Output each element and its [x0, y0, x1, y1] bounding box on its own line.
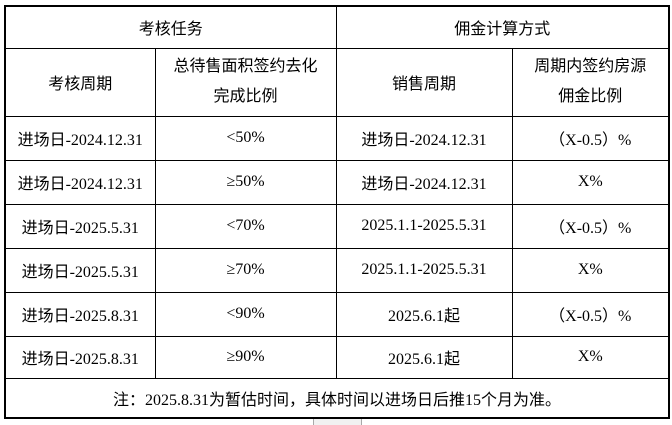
- table-cell: 2025.6.1起: [335, 291, 513, 337]
- table-cell: 进场日-2025.5.31: [4, 203, 156, 249]
- table-cell: （X-0.5）%: [511, 291, 670, 337]
- table-cell: ≥50%: [154, 159, 337, 205]
- commission-method-header: 佣金计算方式: [335, 5, 670, 49]
- table-header-group-row: 考核任务 佣金计算方式: [4, 5, 670, 49]
- table-cell: 进场日-2024.12.31: [335, 159, 513, 205]
- table-cell: 进场日-2025.8.31: [4, 291, 156, 337]
- table-row: 进场日-2024.12.31 ≥50% 进场日-2024.12.31 X%: [4, 159, 670, 205]
- table-subheader-row: 考核周期 总待售面积签约去化 完成比例 销售周期 周期内签约房源 佣金比例: [4, 47, 670, 117]
- table-cell: 进场日-2024.12.31: [335, 115, 513, 161]
- table-cell: X%: [511, 159, 670, 205]
- footnote-text: 注：2025.8.31为暂估时间，具体时间以进场日后推15个月为准。: [4, 377, 670, 419]
- commission-rate-subheader: 周期内签约房源 佣金比例: [511, 47, 670, 117]
- table-cell: ≥70%: [154, 247, 337, 293]
- table-row: 进场日-2025.5.31 <70% 2025.1.1-2025.5.31 （X…: [4, 203, 670, 249]
- table-row: 进场日-2024.12.31 <50% 进场日-2024.12.31 （X-0.…: [4, 115, 670, 161]
- table-cell: 2025.6.1起: [335, 335, 513, 379]
- table-row: 进场日-2025.8.31 ≥90% 2025.6.1起 X%: [4, 335, 670, 379]
- note-row: 注：2025.8.31为暂估时间，具体时间以进场日后推15个月为准。: [4, 377, 670, 419]
- horizontal-scrollbar-thumb[interactable]: [313, 419, 362, 425]
- assessment-period-subheader: 考核周期: [4, 47, 156, 117]
- table-cell: X%: [511, 247, 670, 293]
- table-cell: X%: [511, 335, 670, 379]
- table-cell: 进场日-2024.12.31: [4, 115, 156, 161]
- table-cell: 2025.1.1-2025.5.31: [335, 247, 513, 293]
- table-cell: 2025.1.1-2025.5.31: [335, 203, 513, 249]
- table-cell: <70%: [154, 203, 337, 249]
- table-cell: （X-0.5）%: [511, 115, 670, 161]
- sales-period-subheader: 销售周期: [335, 47, 513, 117]
- table-row: 进场日-2025.5.31 ≥70% 2025.1.1-2025.5.31 X%: [4, 247, 670, 293]
- completion-ratio-subheader: 总待售面积签约去化 完成比例: [154, 47, 337, 117]
- commission-table: 考核任务 佣金计算方式 考核周期 总待售面积签约去化 完成比例 销售周期 周期内…: [4, 5, 671, 419]
- table-cell: 进场日-2024.12.31: [4, 159, 156, 205]
- table-cell: 进场日-2025.8.31: [4, 335, 156, 379]
- table-row: 进场日-2025.8.31 <90% 2025.6.1起 （X-0.5）%: [4, 291, 670, 337]
- assessment-task-header: 考核任务: [4, 5, 337, 49]
- table-cell: （X-0.5）%: [511, 203, 670, 249]
- table-cell: ≥90%: [154, 335, 337, 379]
- table-cell: 进场日-2025.5.31: [4, 247, 156, 293]
- table-cell: <90%: [154, 291, 337, 337]
- table-cell: <50%: [154, 115, 337, 161]
